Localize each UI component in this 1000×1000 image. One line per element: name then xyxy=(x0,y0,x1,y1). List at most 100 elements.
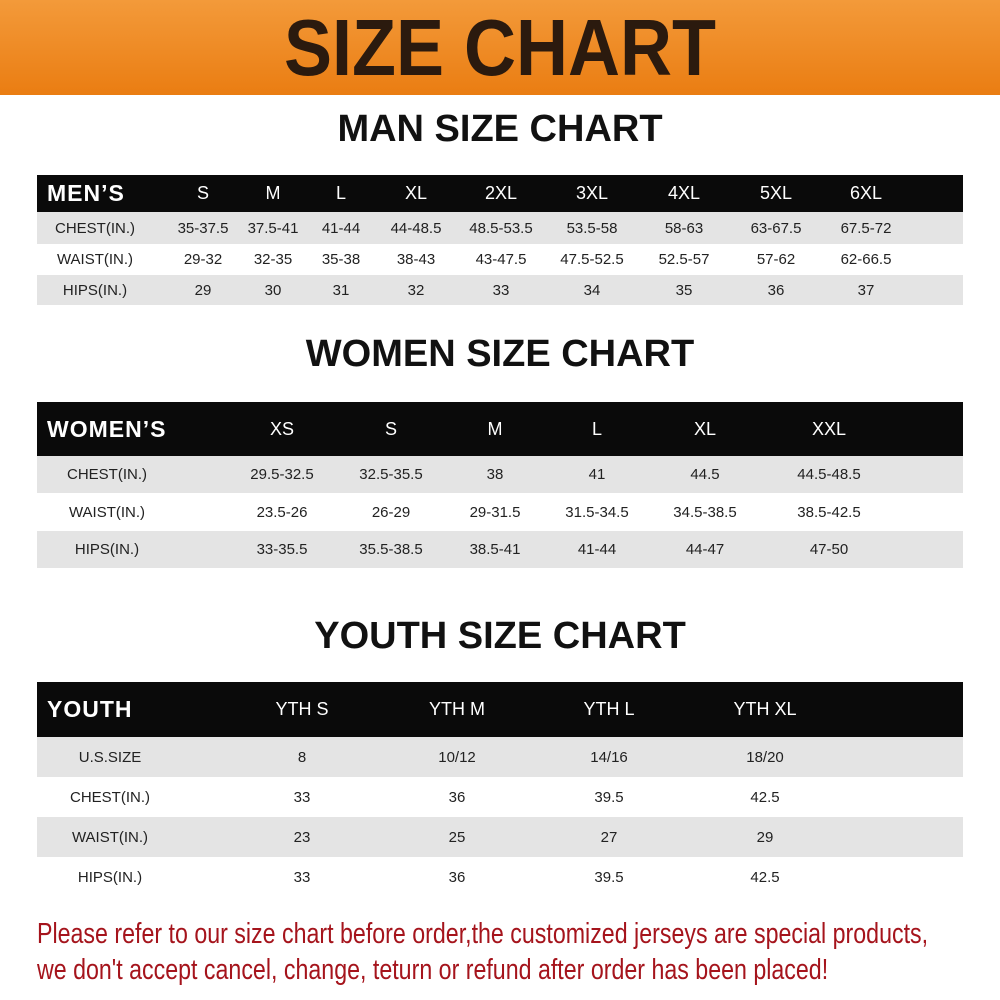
table-cell: 32-35 xyxy=(253,251,293,268)
row-label: CHEST(IN.) xyxy=(55,219,135,237)
table-row: CHEST(IN.) 29.5-32.5 32.5-35.5 38 41 44.5 44.5… xyxy=(37,456,963,493)
table-cell: 42.5 xyxy=(750,868,780,886)
row-label: WAIST(IN.) xyxy=(71,828,149,846)
table-cell: 34 xyxy=(583,281,601,299)
table-row: HIPS(IN.) 29 30 31 32 33 34 35 36 37 xyxy=(37,275,963,305)
table-cell: 38.5-41 xyxy=(469,541,521,558)
table-cell: 67.5-72 xyxy=(840,219,892,237)
table-cell: 18/20 xyxy=(746,748,784,766)
size-header: L xyxy=(335,183,347,203)
table-label: MEN’S xyxy=(47,180,125,206)
size-header: YTH L xyxy=(583,699,635,719)
table-cell: 35-37.5 xyxy=(177,219,229,237)
table-cell: 34.5-38.5 xyxy=(673,503,737,521)
table-cell: 27 xyxy=(600,828,618,846)
table-cell: 23 xyxy=(293,828,311,846)
table-row: HIPS(IN.) 33 36 39.5 42.5 xyxy=(37,857,963,897)
table-cell: 31 xyxy=(332,281,350,299)
row-label: WAIST(IN.) xyxy=(56,251,134,268)
table-cell: 44-47 xyxy=(685,541,725,558)
table-cell: 58-63 xyxy=(664,219,704,237)
table-row: HIPS(IN.) 33-35.5 35.5-38.5 38.5-41 41-44 44-… xyxy=(37,531,963,568)
table-cell: 29 xyxy=(756,828,774,846)
table-cell: 44.5-48.5 xyxy=(797,466,861,483)
table-cell: 32 xyxy=(407,281,425,299)
table-row: WAIST(IN.) 23 25 27 29 xyxy=(37,817,963,857)
table-cell: 31.5-34.5 xyxy=(565,503,629,521)
size-header: XS xyxy=(269,418,295,439)
table-cell: 35-38 xyxy=(321,251,361,268)
size-header: S xyxy=(196,183,210,203)
table-cell: 44-48.5 xyxy=(390,219,442,237)
table-cell: 30 xyxy=(264,281,282,299)
table-cell: 29-32 xyxy=(183,251,223,268)
table-cell: 47.5-52.5 xyxy=(560,251,624,268)
row-label: U.S.SIZE xyxy=(78,748,142,766)
table-cell: 47-50 xyxy=(809,541,849,558)
size-header: 4XL xyxy=(667,183,701,203)
size-header: 5XL xyxy=(759,183,793,203)
table-header-row: YOUTH YTH S YTH M YTH L YTH XL xyxy=(37,682,963,737)
table-cell: 36 xyxy=(448,788,466,806)
size-header: XXL xyxy=(811,418,847,439)
table-cell: 41-44 xyxy=(321,219,361,237)
table-cell: 37 xyxy=(857,281,875,299)
table-cell: 33 xyxy=(293,788,311,806)
table-cell: 38.5-42.5 xyxy=(797,503,861,521)
table-cell: 23.5-26 xyxy=(256,503,308,521)
table-cell: 38 xyxy=(486,466,504,483)
table-cell: 36 xyxy=(767,281,785,299)
table-cell: 32.5-35.5 xyxy=(359,466,423,483)
table-header-row: MEN’S S M L XL 2XL 3XL 4XL 5XL 6XL xyxy=(37,175,963,212)
table-cell: 29.5-32.5 xyxy=(250,466,314,483)
notice-line-2: we don't accept cancel, change, teturn o… xyxy=(37,954,829,986)
size-header: YTH M xyxy=(429,699,485,719)
table-row: WAIST(IN.) 23.5-26 26-29 29-31.5 31.5-34.5 34… xyxy=(37,493,963,531)
row-label: CHEST(IN.) xyxy=(70,788,150,806)
table-cell: 8 xyxy=(297,748,307,766)
table-cell: 48.5-53.5 xyxy=(469,219,533,237)
notice-line-1: Please refer to our size chart before or… xyxy=(37,918,929,950)
table-cell: 35 xyxy=(675,281,693,299)
size-header: 3XL xyxy=(575,183,609,203)
table-cell: 57-62 xyxy=(756,251,796,268)
row-label: WAIST(IN.) xyxy=(68,503,146,521)
table-cell: 29-31.5 xyxy=(469,503,521,521)
table-cell: 35.5-38.5 xyxy=(359,541,423,558)
table-cell: 26-29 xyxy=(371,503,411,521)
table-cell: 63-67.5 xyxy=(750,219,802,237)
size-header: 2XL xyxy=(484,183,518,203)
table-cell: 36 xyxy=(448,868,466,886)
table-cell: 38-43 xyxy=(396,251,436,268)
row-label: HIPS(IN.) xyxy=(62,281,128,299)
table-header-row: WOMEN’S XS S M L XL XXL xyxy=(37,402,963,456)
table-cell: 29 xyxy=(194,281,212,299)
table-cell: 39.5 xyxy=(594,868,624,886)
table-cell: 41-44 xyxy=(577,541,617,558)
banner-title: SIZE CHART xyxy=(284,3,716,92)
size-chart-banner: SIZE CHART xyxy=(0,0,1000,95)
table-cell: 33 xyxy=(293,868,311,886)
table-cell: 33-35.5 xyxy=(256,541,308,558)
table-label: YOUTH xyxy=(47,696,133,722)
table-cell: 52.5-57 xyxy=(658,251,710,268)
table-row: U.S.SIZE 8 10/12 14/16 18/20 xyxy=(37,737,963,777)
table-cell: 53.5-58 xyxy=(566,219,618,237)
table-cell: 44.5 xyxy=(690,466,720,483)
table-cell: 37.5-41 xyxy=(247,219,299,237)
size-header: XL xyxy=(693,418,717,439)
table-cell: 41 xyxy=(588,466,606,483)
row-label: HIPS(IN.) xyxy=(77,868,143,886)
size-header: XL xyxy=(404,183,428,203)
size-header: M xyxy=(265,183,281,203)
row-label: CHEST(IN.) xyxy=(67,466,147,483)
size-header: M xyxy=(487,418,503,439)
table-cell: 25 xyxy=(448,828,466,846)
table-label: WOMEN’S xyxy=(47,415,167,442)
table-row: CHEST(IN.) 35-37.5 37.5-41 41-44 44-48.5 48.5… xyxy=(37,212,963,244)
youth-section-title: YOUTH SIZE CHART xyxy=(314,615,686,657)
row-label: HIPS(IN.) xyxy=(74,541,140,558)
size-header: YTH XL xyxy=(733,699,797,719)
men-section-title: MAN SIZE CHART xyxy=(337,108,663,150)
size-header: S xyxy=(384,418,398,439)
